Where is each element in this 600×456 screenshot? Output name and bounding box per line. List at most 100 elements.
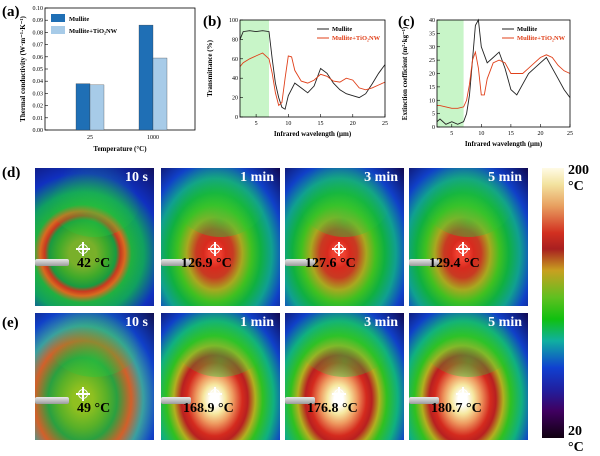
chartB-legend-label: Mullite: [332, 26, 352, 33]
thermal-temperature-value: 126.9 °C: [181, 255, 232, 271]
chartC-ytick: 30: [429, 45, 435, 51]
measurement-crosshair-icon: [455, 241, 470, 256]
chartC-ylabel: Extinction coefficient (m²·kg⁻¹): [401, 26, 409, 120]
thermal-plume: [420, 313, 517, 377]
thermal-image: 5 min 180.7 °C: [409, 313, 528, 440]
chartC-xlabel: Infrared wavelength (μm): [465, 140, 543, 148]
thermal-temperature-value: 129.4 °C: [429, 255, 480, 271]
chartB-series-line: [239, 30, 386, 110]
chartC-xtick: 5: [450, 131, 453, 137]
thermal-image: 5 min 129.4 °C: [409, 168, 528, 306]
thermal-temperature-value: 49 °C: [77, 401, 111, 417]
thermocouple-probe: [285, 397, 315, 404]
thermocouple-probe: [35, 397, 69, 404]
thermocouple-probe: [409, 259, 439, 266]
thermal-plume: [172, 313, 269, 377]
chartC-ytick: 0: [432, 125, 435, 131]
chartC-ytick: 10: [429, 98, 435, 104]
chartC-ytick: 15: [429, 85, 435, 91]
thermal-time-label: 1 min: [240, 315, 274, 330]
chartB-legend-label: Mullite+TiO₂NW: [332, 35, 381, 42]
panel-label-c: (c): [398, 14, 415, 30]
chartB-ytick: 40: [232, 76, 238, 82]
chartB-ytick: 20: [232, 96, 238, 102]
chart-b-transmittance: 0 20 40 60 80 100 5 10 15 20 25 Infrared wavelength…: [206, 18, 388, 138]
chart-a-xtick: 1000: [147, 135, 159, 141]
thermal-image: 10 s 49 °C: [35, 313, 154, 440]
chart-a-legend-swatch: [51, 14, 65, 22]
thermal-plume: [296, 168, 393, 237]
panel-label-b: (b): [203, 14, 222, 30]
thermal-image: 1 min 126.9 °C: [161, 168, 280, 306]
chartC-legend-label: Mullite+TiO₂NW: [517, 35, 566, 42]
chartB-series-line: [239, 52, 386, 107]
thermocouple-probe: [161, 397, 191, 404]
thermal-image: 1 min 168.9 °C: [161, 313, 280, 440]
thermal-image: 3 min 127.6 °C: [285, 168, 404, 306]
thermal-plume: [46, 313, 143, 377]
measurement-crosshair-icon: [207, 241, 222, 256]
thermal-temperature-value: 42 °C: [77, 255, 111, 271]
thermal-plume: [46, 168, 143, 237]
chartB-xtick: 25: [382, 121, 388, 127]
thermocouple-probe: [35, 259, 69, 266]
chartC-ytick: 35: [429, 31, 435, 37]
thermal-time-label: 5 min: [488, 170, 522, 185]
chart-a-legend-label: Mullite: [69, 16, 89, 23]
thermal-time-label: 1 min: [240, 170, 274, 185]
chartB-ylabel: Transmittance (%): [206, 39, 214, 96]
chartB-highlight-band: [240, 20, 269, 117]
chartC-ytick: 5: [432, 112, 435, 118]
chart-a-xtick: 25: [87, 135, 93, 141]
thermal-temperature-value: 168.9 °C: [183, 401, 234, 417]
chartC-xtick: 15: [508, 131, 514, 137]
chart-a-ytick: 0.07: [33, 43, 44, 49]
chartC-series-line: [436, 18, 571, 125]
thermal-temperature-value: 176.8 °C: [307, 401, 358, 417]
measurement-crosshair-icon: [75, 241, 90, 256]
chartC-legend-label: Mullite: [517, 26, 537, 33]
chart-a-bar: [138, 24, 154, 131]
colorbar-min-label: 20 °C: [568, 424, 584, 455]
chart-a-xlabel: Temperature (°C): [93, 145, 147, 153]
thermal-time-label: 3 min: [364, 170, 398, 185]
chartB-xlabel: Infrared wavelength (μm): [274, 130, 352, 138]
chart-a-ytick: 0.00: [33, 128, 44, 134]
chart-a-ytick: 0.05: [33, 67, 44, 73]
panel-label-a: (a): [2, 4, 20, 20]
chartB-ytick: 0: [235, 115, 238, 121]
chartC-xtick: 20: [537, 131, 543, 137]
chartC-ytick: 20: [429, 72, 435, 78]
chart-a-thermal-conductivity: 0.00 0.01 0.02 0.03 0.04 0.05 0.06 0.07 0.08 0.09…: [19, 6, 196, 153]
measurement-crosshair-icon: [331, 387, 346, 402]
thermal-time-label: 5 min: [488, 315, 522, 330]
panel-label-d: (d): [2, 165, 21, 181]
thermal-temperature-value: 127.6 °C: [305, 255, 356, 271]
chart-a-ytick: 0.01: [33, 116, 44, 122]
colorbar-max-label: 200 °C: [568, 163, 589, 194]
chartC-series-line: [437, 50, 571, 109]
chartB-xtick: 15: [318, 121, 324, 127]
chart-a-bar: [152, 57, 168, 131]
chart-a-ytick: 0.04: [33, 79, 44, 85]
measurement-crosshair-icon: [331, 241, 346, 256]
thermal-image: 10 s 42 °C: [35, 168, 154, 306]
chart-a-ytick: 0.10: [33, 6, 44, 12]
chartC-ytick: 25: [429, 58, 435, 64]
chartB-xtick: 20: [350, 121, 356, 127]
chart-a-bar: [75, 83, 91, 131]
thermal-time-label: 10 s: [125, 315, 148, 330]
chart-a-ytick: 0.02: [33, 104, 44, 110]
chart-a-bar: [89, 84, 105, 131]
chartB-xtick: 10: [285, 121, 291, 127]
chartB-ytick: 100: [229, 18, 238, 24]
chartC-highlight-band: [437, 20, 464, 127]
chart-a-ytick: 0.06: [33, 55, 44, 61]
thermal-temperature-value: 180.7 °C: [431, 401, 482, 417]
thermal-image: 3 min 176.8 °C: [285, 313, 404, 440]
measurement-crosshair-icon: [75, 387, 90, 402]
thermal-plume: [420, 168, 517, 237]
chart-a-ylabel: Thermal conductivity (W·m⁻¹·K⁻¹): [19, 15, 27, 121]
thermal-plume: [172, 168, 269, 237]
chart-c-extinction: 0 5 10 15 20 25 30 35 40 5 10 15 20 25 Infrared wavele…: [401, 18, 573, 148]
